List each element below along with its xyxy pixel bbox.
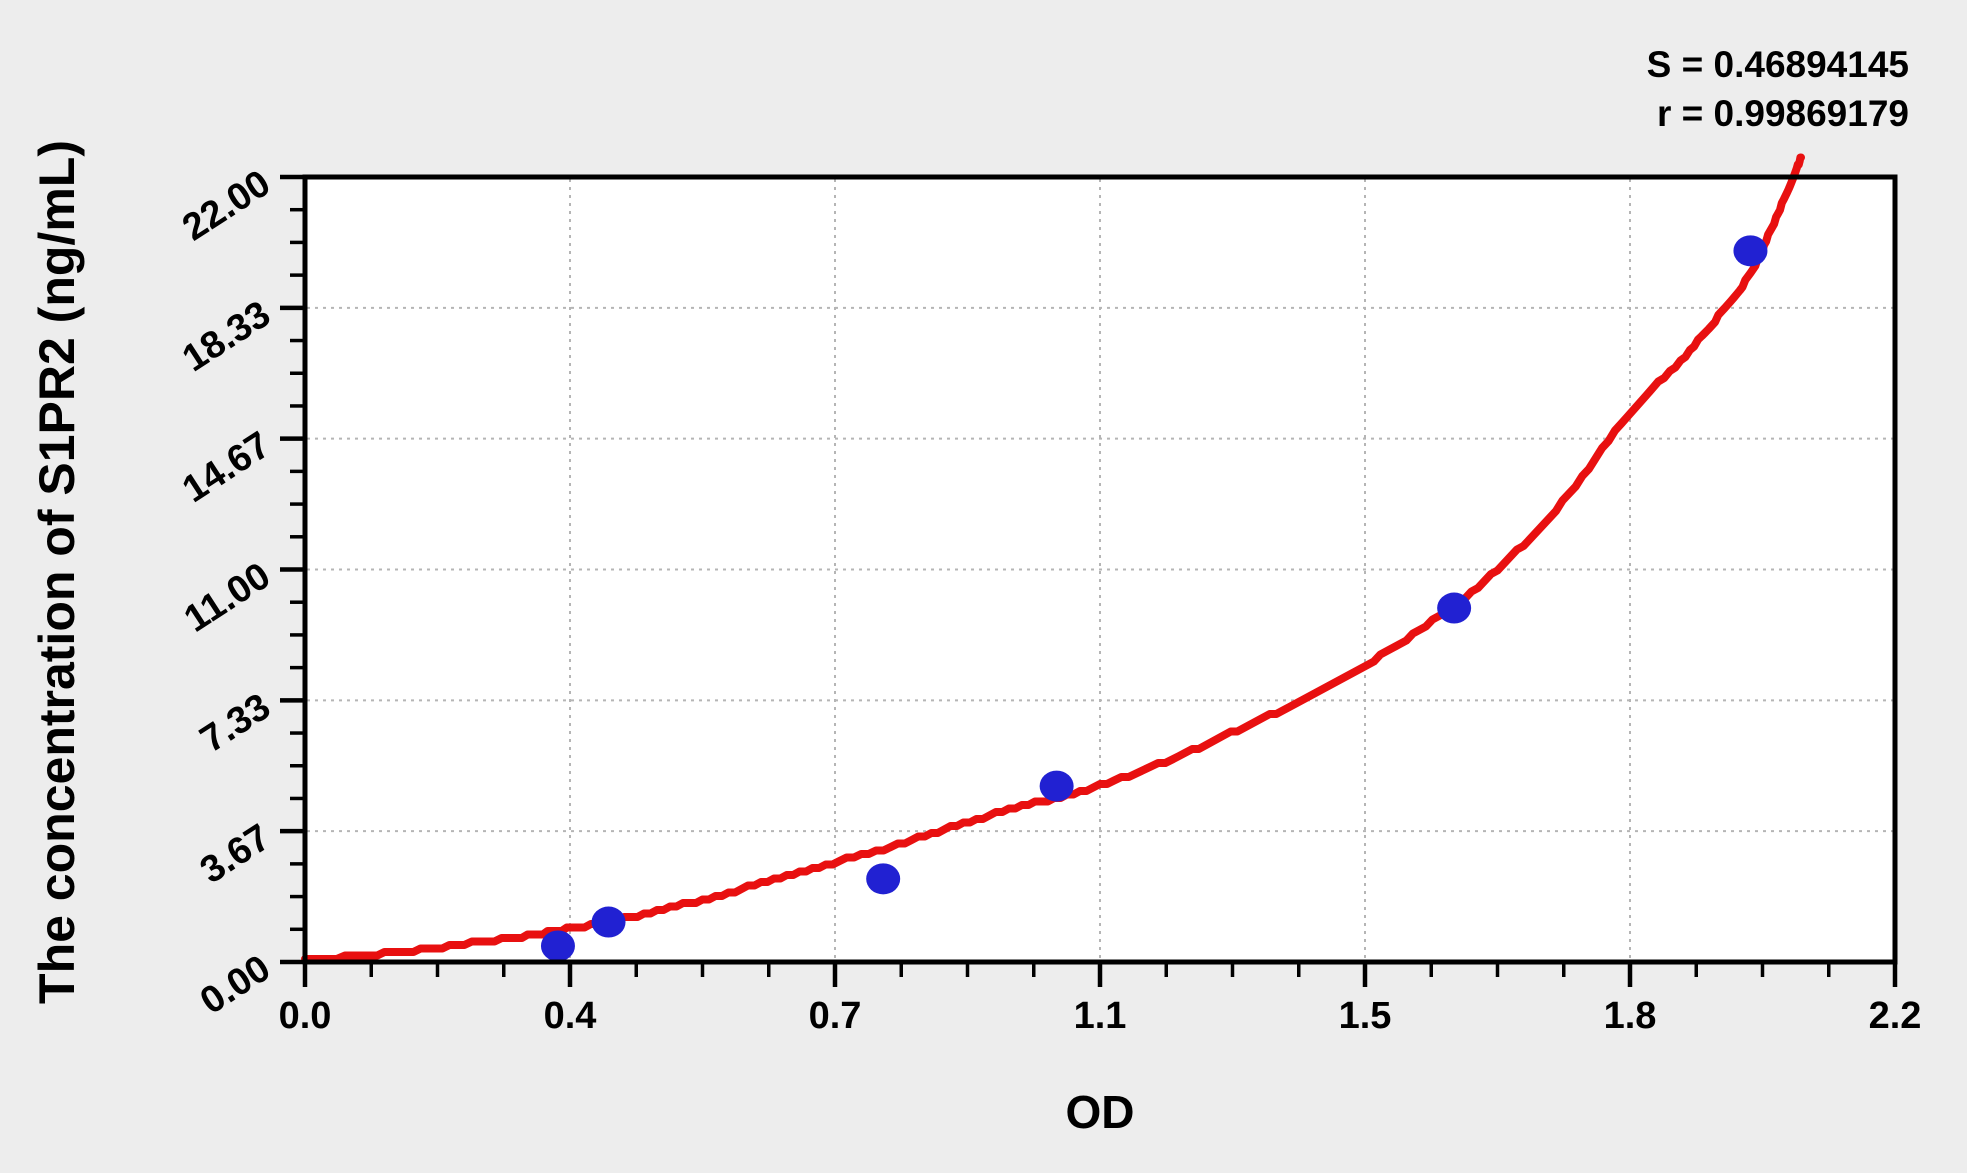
x-tick-label: 0.4	[544, 995, 597, 1037]
plot-border	[302, 174, 1898, 965]
data-point	[1733, 235, 1768, 267]
data-point	[540, 930, 575, 962]
y-tick-label: 0.00	[193, 947, 278, 1023]
y-axis-title: The concentration of S1PR2 (ng/mL)	[29, 140, 85, 1004]
stat-s-value: S = 0.46894145	[1646, 44, 1909, 85]
x-tick-label: 1.1	[1074, 995, 1127, 1037]
x-tick-label: 1.8	[1604, 995, 1657, 1037]
stat-r-value: r = 0.99869179	[1656, 93, 1909, 134]
y-tick-label: 18.33	[175, 293, 278, 380]
x-tick-label: 2.2	[1869, 995, 1922, 1037]
data-point	[1039, 770, 1074, 802]
y-tick-label: 22.00	[175, 162, 278, 249]
data-point	[591, 906, 626, 938]
x-tick-label: 0.7	[809, 995, 862, 1037]
y-tick-label: 7.33	[193, 686, 278, 762]
y-tick-label: 14.67	[175, 424, 278, 511]
fit-statistics: S = 0.46894145 r = 0.99869179	[1647, 40, 1909, 138]
x-tick-label: 0.0	[279, 995, 332, 1037]
data-point	[866, 863, 901, 895]
y-tick-label: 3.67	[193, 816, 278, 892]
x-tick-label: 1.5	[1339, 995, 1392, 1037]
data-point	[1437, 592, 1472, 624]
x-axis-title: OD	[1065, 1086, 1135, 1138]
y-tick-label: 11.00	[177, 555, 278, 641]
